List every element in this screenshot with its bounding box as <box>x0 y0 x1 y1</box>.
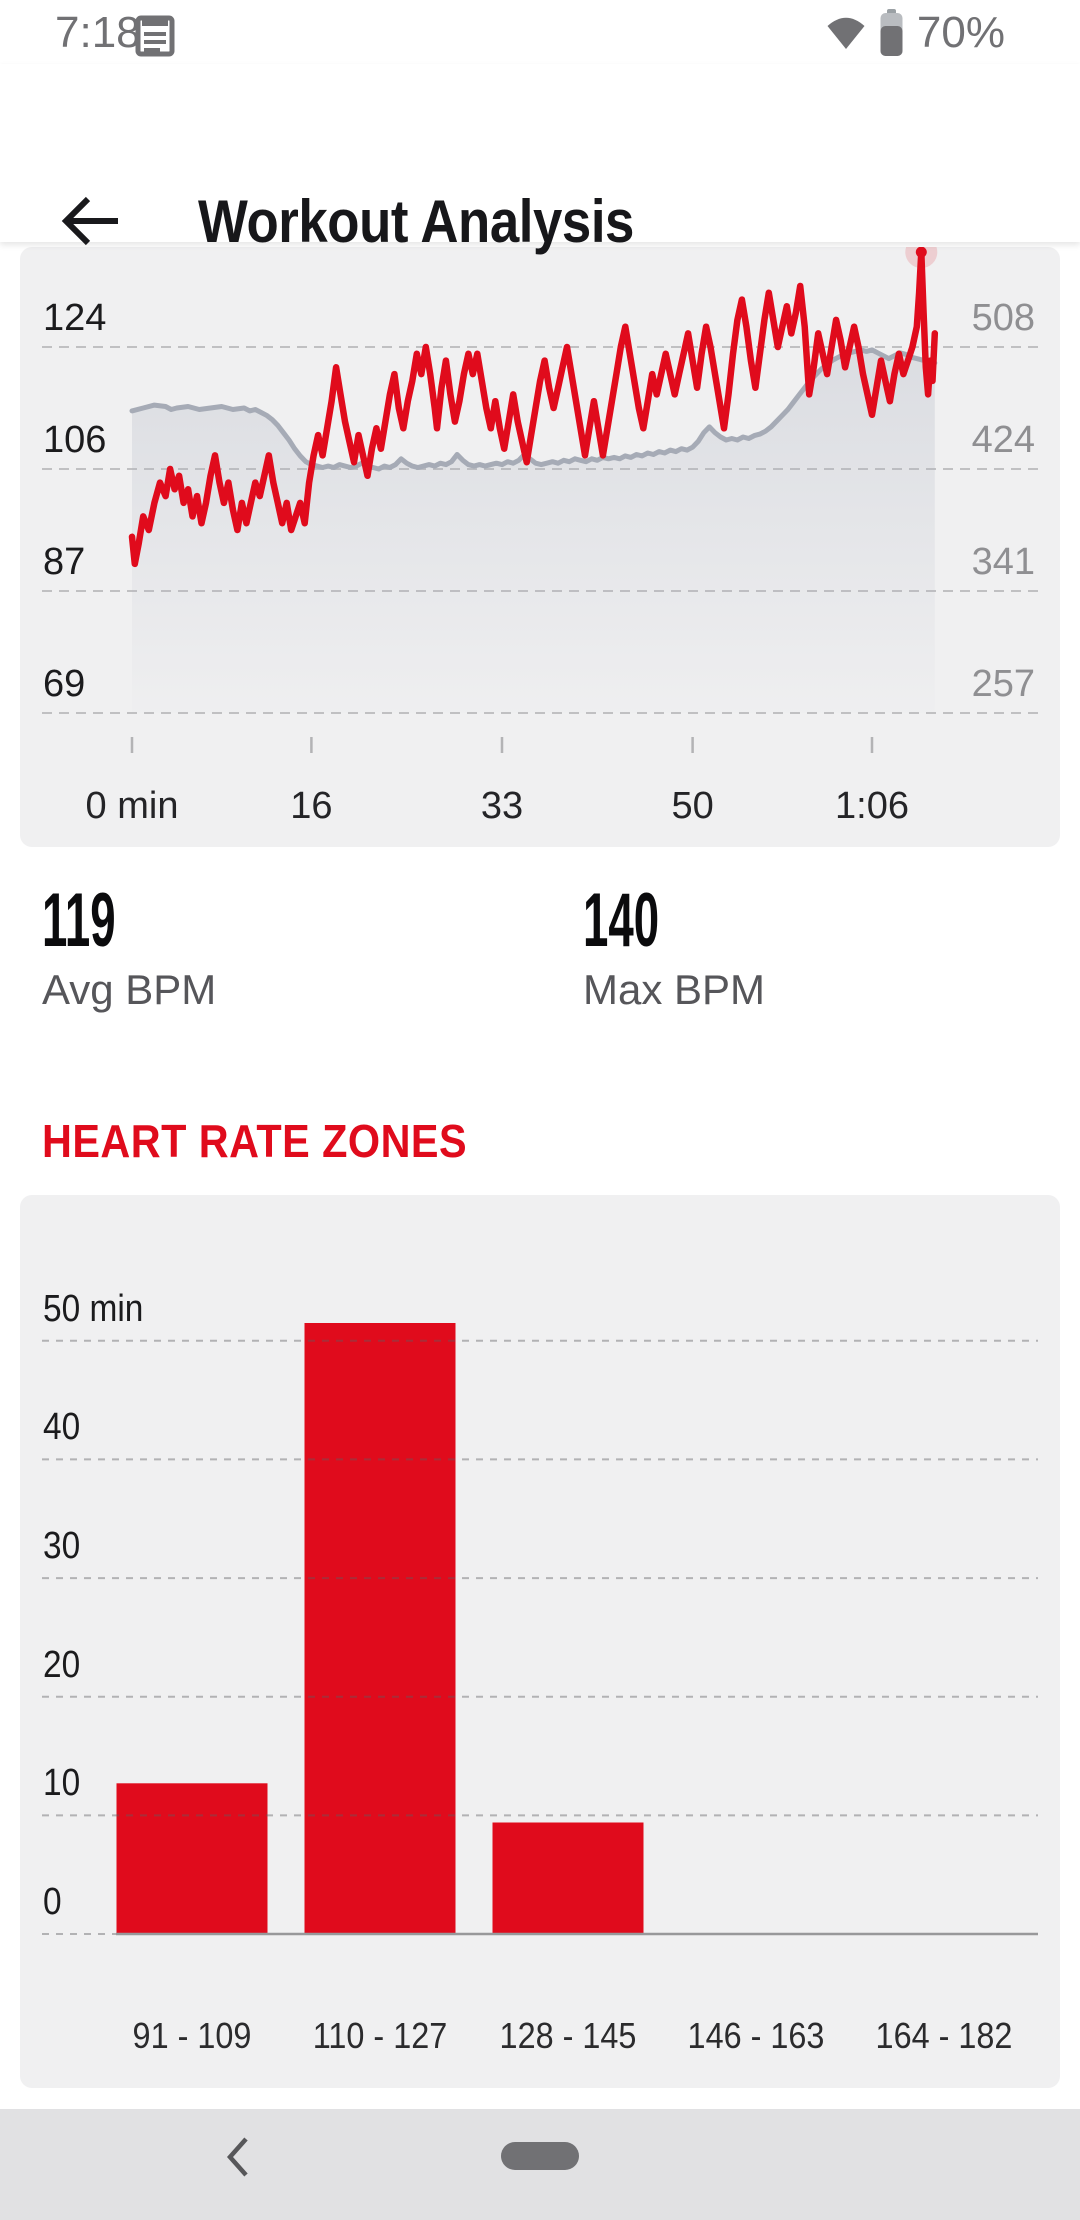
stat-max-bpm: 140 Max BPM <box>583 882 765 1014</box>
back-button[interactable] <box>58 186 128 256</box>
page-title: Workout Analysis <box>198 188 634 255</box>
x-axis-label: 0 min <box>85 785 179 827</box>
calendar-icon <box>135 15 175 57</box>
zone-bar <box>116 1783 268 1934</box>
right-axis-label: 257 <box>971 663 1035 705</box>
section-title-heart-rate-zones: HEART RATE ZONES <box>42 1115 468 1167</box>
nav-home-pill[interactable] <box>501 2142 579 2170</box>
zones-bar-chart-canvas <box>42 1323 1038 1936</box>
hr-line-chart-canvas[interactable] <box>20 247 1060 847</box>
bar-y-axis-label: 10 <box>43 1762 81 1805</box>
battery-percent: 70% <box>916 8 1005 57</box>
chevron-left-icon <box>226 2137 248 2177</box>
arrow-left-icon <box>61 196 118 246</box>
left-axis-label: 124 <box>43 297 107 339</box>
left-axis-label: 69 <box>43 663 86 705</box>
bar-y-axis-label: 0 <box>43 1881 62 1923</box>
stat-max-label: Max BPM <box>583 966 766 1013</box>
right-axis-label: 341 <box>971 541 1035 583</box>
right-axis-label: 424 <box>971 419 1035 461</box>
x-axis-label: 16 <box>290 785 333 827</box>
bar-y-axis-label: 50 min <box>43 1287 144 1330</box>
x-axis-label: 50 <box>671 785 714 827</box>
zone-category-label: 91 - 109 <box>132 2015 252 2056</box>
left-axis-label: 87 <box>43 541 86 583</box>
bar-y-axis-label: 30 <box>43 1525 81 1568</box>
stat-avg-value: 119 <box>42 878 116 963</box>
zone-category-label: 128 - 145 <box>499 2015 637 2056</box>
left-axis-label: 106 <box>43 419 107 461</box>
wifi-icon <box>827 17 865 49</box>
bar-y-axis-label: 40 <box>43 1406 81 1449</box>
status-time: 7:18 <box>55 8 141 57</box>
heart-rate-zones-card: 50 min 40 30 20 10 0 91 - 109 110 - 127 128 - 14… <box>20 1195 1060 2088</box>
heart-rate-chart-card: 124 106 87 69 508 424 341 257 0 min 16 33 50 1:06 <box>20 247 1060 847</box>
zone-category-label: 164 - 182 <box>875 2015 1013 2056</box>
stat-max-value: 140 <box>583 878 660 963</box>
x-axis-label: 33 <box>480 785 524 827</box>
header: Workout Analysis <box>0 64 1080 254</box>
heart-rate-line <box>128 248 939 568</box>
zone-bar <box>304 1323 456 1934</box>
x-axis-label: 1:06 <box>835 785 909 827</box>
bar-y-axis-label: 20 <box>43 1643 81 1686</box>
status-bar: 7:18 70% <box>0 0 1080 64</box>
stat-avg-bpm: 119 Avg BPM <box>42 882 216 1014</box>
stat-avg-label: Avg BPM <box>42 966 217 1013</box>
scrub-marker-dot <box>915 247 927 258</box>
zone-bar <box>492 1822 644 1934</box>
battery-icon <box>880 9 903 56</box>
zone-category-label: 110 - 127 <box>312 2015 448 2056</box>
nav-back-button[interactable] <box>224 2135 254 2179</box>
zone-category-label: 146 - 163 <box>687 2015 825 2056</box>
right-axis-label: 508 <box>971 297 1035 339</box>
